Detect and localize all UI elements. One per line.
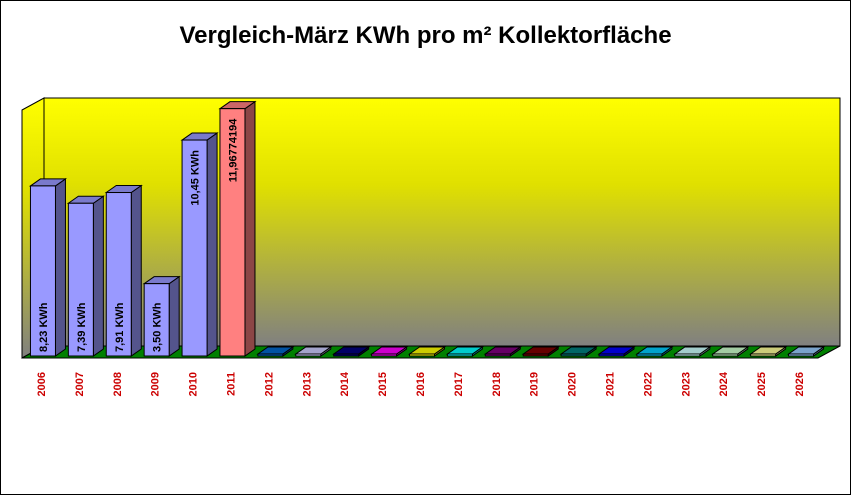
bar-2014 bbox=[332, 346, 371, 357]
bar-2018 bbox=[483, 346, 522, 357]
x-axis-labels: 2006 2007 2008 2009 2010 2011 2012 2013 2014 2015… bbox=[36, 371, 806, 396]
bar-2019 bbox=[521, 346, 560, 357]
x-tick-label-2019: 2019 bbox=[529, 372, 541, 396]
x-tick-label-2020: 2020 bbox=[567, 372, 579, 396]
bar-2015 bbox=[370, 346, 409, 357]
x-tick-label-2014: 2014 bbox=[339, 371, 351, 396]
bar-2011 bbox=[218, 100, 257, 357]
x-tick-label-2006: 2006 bbox=[36, 372, 48, 396]
x-tick-label-2026: 2026 bbox=[794, 372, 806, 396]
x-tick-label-2023: 2023 bbox=[680, 372, 692, 396]
bar-2008 bbox=[104, 184, 143, 357]
chart-title: Vergleich-März KWh pro m² Kollektorfläch… bbox=[179, 22, 672, 49]
chart-bars: 8,23 KWh 7,39 KWh 7,91 KWh 3,50 KWh 10,45 KW… bbox=[28, 100, 826, 357]
bar-2021 bbox=[597, 346, 636, 357]
bar-2023 bbox=[673, 346, 712, 357]
bar-2022 bbox=[635, 346, 674, 357]
data-label-2007: 7,39 KWh bbox=[76, 302, 88, 352]
x-tick-label-2018: 2018 bbox=[491, 372, 503, 396]
bar-2016 bbox=[407, 346, 447, 357]
x-tick-label-2015: 2015 bbox=[377, 372, 389, 396]
x-tick-label-2022: 2022 bbox=[642, 372, 654, 396]
x-tick-label-2012: 2012 bbox=[263, 372, 275, 396]
data-label-2006: 8,23 KWh bbox=[38, 302, 50, 352]
bar-2020 bbox=[559, 346, 598, 357]
bar-2012 bbox=[256, 346, 295, 357]
data-label-2010: 10,45 KWh bbox=[190, 150, 202, 206]
bar-2009 bbox=[142, 275, 181, 357]
x-tick-label-2008: 2008 bbox=[112, 372, 124, 396]
x-tick-label-2016: 2016 bbox=[415, 372, 427, 396]
bar-2024 bbox=[711, 346, 750, 357]
bar-2025 bbox=[749, 346, 788, 357]
bar-2017 bbox=[445, 346, 484, 357]
data-label-2011: 11,96774194 bbox=[227, 118, 239, 183]
x-tick-label-2009: 2009 bbox=[150, 372, 162, 396]
data-label-2009: 3,50 KWh bbox=[152, 302, 164, 352]
bar-2007 bbox=[66, 195, 105, 357]
bar-2006 bbox=[28, 177, 68, 357]
x-tick-label-2011: 2011 bbox=[225, 372, 237, 396]
data-label-2008: 7,91 KWh bbox=[114, 302, 126, 352]
x-tick-label-2024: 2024 bbox=[718, 371, 730, 396]
x-tick-label-2017: 2017 bbox=[453, 372, 465, 396]
x-tick-label-2021: 2021 bbox=[605, 372, 617, 396]
bar-2026 bbox=[786, 346, 826, 357]
x-tick-label-2013: 2013 bbox=[301, 372, 313, 396]
x-tick-label-2025: 2025 bbox=[756, 372, 768, 396]
bar-2010 bbox=[180, 132, 219, 357]
x-tick-label-2010: 2010 bbox=[188, 372, 200, 396]
bar-2013 bbox=[294, 346, 333, 357]
x-tick-label-2007: 2007 bbox=[74, 372, 86, 396]
